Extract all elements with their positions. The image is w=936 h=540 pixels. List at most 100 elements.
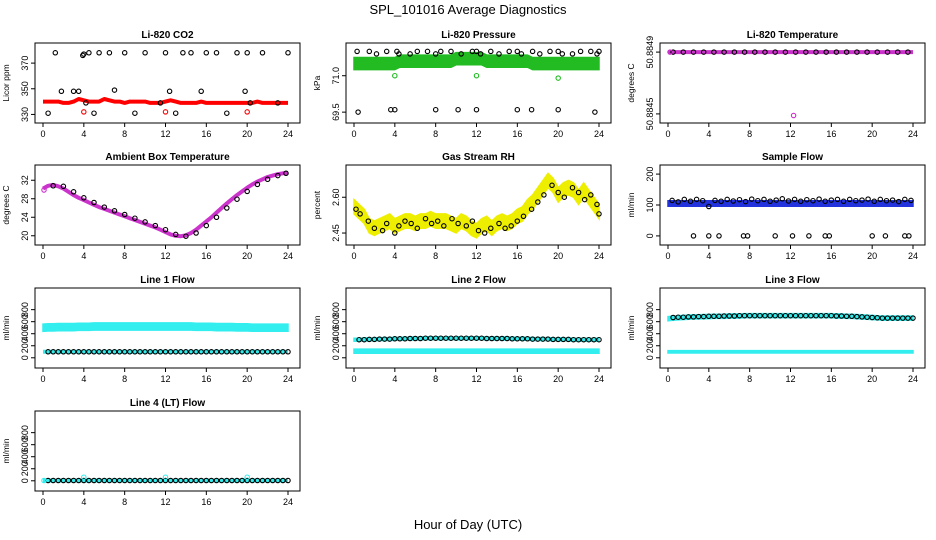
data-point	[254, 349, 261, 355]
data-point	[478, 335, 485, 341]
y-tick-label: 50.8849	[645, 36, 655, 69]
data-point	[249, 349, 256, 355]
data-point	[700, 49, 707, 55]
x-tick-label: 4	[706, 251, 711, 261]
data-point	[441, 223, 447, 229]
data-point	[506, 48, 512, 55]
data-point	[581, 196, 588, 203]
data-point	[121, 50, 128, 56]
data-point	[846, 196, 853, 203]
data-point	[736, 312, 743, 319]
data-point	[535, 336, 541, 342]
data-point	[853, 197, 859, 204]
data-point	[541, 192, 547, 198]
data-point	[60, 349, 67, 355]
data-point	[432, 51, 439, 57]
data-band	[667, 349, 914, 354]
x-tick-label: 12	[785, 251, 795, 261]
data-point	[213, 349, 220, 355]
data-point	[803, 312, 809, 319]
data-point	[695, 313, 702, 320]
x-tick-label: 0	[351, 374, 356, 384]
y-tick-label: 2.60	[331, 188, 341, 206]
data-point	[244, 477, 250, 484]
y-tick-label: 370	[20, 56, 30, 71]
x-tick-label: 0	[665, 129, 670, 139]
data-point	[879, 315, 886, 321]
data-point	[463, 223, 470, 229]
data-point	[777, 312, 784, 319]
data-point	[744, 233, 751, 239]
data-point	[520, 213, 527, 220]
data-point	[859, 197, 865, 203]
data-point	[280, 349, 286, 355]
data-point	[178, 349, 184, 355]
data-point	[869, 233, 875, 239]
data-point	[670, 49, 676, 55]
y-tick-label: 20	[20, 231, 30, 241]
data-point	[741, 312, 748, 319]
data-point	[555, 189, 561, 196]
x-tick-label: 12	[160, 251, 170, 261]
series-layer	[667, 196, 914, 239]
data-point	[50, 349, 56, 355]
data-point	[224, 205, 230, 211]
data-point	[198, 349, 204, 355]
data-point	[483, 335, 490, 342]
panel-title: Line 4 (LT) Flow	[130, 398, 206, 409]
data-point	[75, 349, 82, 355]
data-point	[742, 198, 749, 205]
data-point	[60, 183, 67, 190]
data-point	[193, 349, 199, 355]
series-layer	[41, 474, 291, 484]
x-tick-label: 16	[512, 374, 522, 384]
data-point	[81, 349, 87, 355]
data-point	[504, 335, 510, 342]
series-layer	[353, 172, 602, 239]
data-point	[834, 196, 841, 203]
data-point	[70, 88, 77, 95]
data-point	[537, 51, 543, 57]
data-point	[591, 336, 597, 343]
data-point	[407, 335, 413, 342]
data-point	[499, 335, 505, 342]
data-point	[361, 336, 367, 343]
y-axis-label: percent	[312, 190, 322, 219]
data-point	[690, 314, 697, 320]
x-tick-label: 24	[283, 497, 293, 507]
data-point	[81, 109, 87, 115]
data-point	[706, 203, 712, 210]
data-point	[166, 88, 173, 95]
data-point	[91, 199, 97, 206]
data-point	[685, 314, 692, 320]
data-point	[822, 198, 828, 205]
data-point	[242, 88, 248, 95]
data-point	[718, 198, 724, 205]
data-point	[218, 477, 225, 484]
y-tick-label: 600	[331, 314, 341, 329]
data-point	[561, 194, 568, 200]
data-point	[488, 48, 494, 55]
data-point	[519, 336, 526, 342]
data-point	[283, 170, 289, 177]
x-tick-label: 20	[242, 374, 252, 384]
data-point	[762, 312, 768, 319]
x-tick-label: 24	[594, 374, 604, 384]
x-tick-label: 4	[392, 251, 397, 261]
data-point	[772, 49, 778, 55]
data-point	[366, 48, 373, 55]
data-point	[50, 183, 56, 189]
data-point	[254, 181, 261, 188]
data-point	[162, 474, 169, 480]
y-tick-label: 0	[331, 355, 341, 360]
data-point	[208, 349, 215, 355]
data-point	[121, 211, 128, 218]
series-layer	[667, 312, 916, 354]
panel-title: Li-820 Temperature	[747, 30, 839, 41]
data-point	[392, 336, 398, 342]
data-point	[244, 109, 250, 115]
data-point	[428, 220, 435, 227]
data-point	[172, 349, 179, 355]
data-point	[224, 110, 230, 116]
